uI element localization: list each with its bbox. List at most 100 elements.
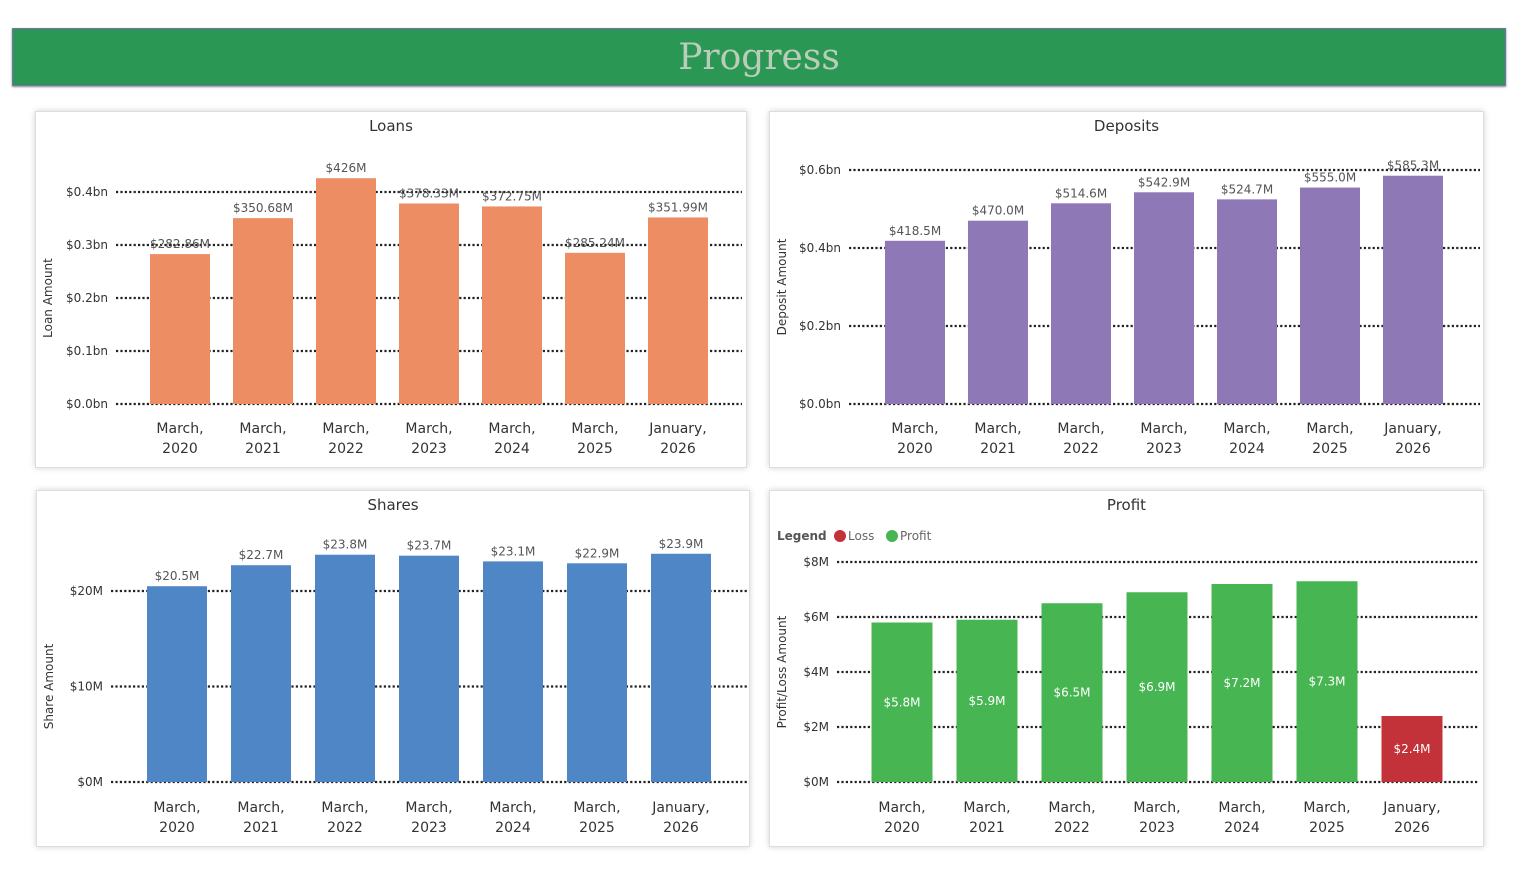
x-tick-label: March,: [1057, 421, 1104, 437]
bar: [968, 220, 1028, 404]
x-tick-label: 2024: [1229, 441, 1265, 457]
legend-item: Profit: [900, 529, 932, 543]
data-label: $524.7M: [1221, 182, 1273, 196]
x-tick-label: March,: [963, 800, 1010, 816]
bar: [1217, 199, 1277, 404]
x-tick-label: 2020: [884, 820, 920, 836]
y-tick-label: $0.4bn: [66, 185, 108, 199]
bar: [1134, 192, 1194, 404]
shares-chart-panel: Shares Share Amount $0M $10M $20M $20.5M March…: [36, 490, 750, 847]
bar: [315, 554, 375, 782]
x-tick-label: 2026: [1394, 820, 1430, 836]
x-tick-label: March,: [322, 421, 369, 437]
data-label: $23.8M: [323, 538, 368, 552]
data-label: $378.33M: [399, 186, 459, 200]
bar: [1300, 187, 1360, 404]
x-tick-label: 2021: [969, 820, 1005, 836]
x-tick-label: March,: [239, 421, 286, 437]
x-tick-label: 2025: [579, 820, 615, 836]
x-tick-label: March,: [1223, 421, 1270, 437]
legend-title: Legend: [777, 529, 827, 543]
page-title: Progress: [678, 36, 840, 78]
data-label: $282.86M: [150, 237, 210, 251]
y-tick-label: $4M: [803, 665, 829, 679]
x-tick-label: 2023: [411, 441, 447, 457]
x-tick-label: January,: [1382, 800, 1441, 816]
y-tick-label: $0.0bn: [799, 397, 841, 411]
x-tick-label: 2022: [328, 441, 364, 457]
chart-svg: Shares Share Amount $0M $10M $20M $20.5M March…: [42, 496, 747, 836]
x-tick-label: March,: [1306, 421, 1353, 437]
bar: [1381, 716, 1443, 782]
x-tick-label: 2020: [897, 441, 933, 457]
x-tick-label: 2022: [1063, 441, 1099, 457]
bar: [147, 586, 207, 782]
dashboard-header: Progress: [12, 28, 1506, 86]
x-tick-label: March,: [891, 421, 938, 437]
x-tick-label: 2021: [245, 441, 281, 457]
chart-title: Shares: [367, 496, 418, 514]
y-tick-label: $10M: [70, 680, 103, 694]
data-label: $514.6M: [1055, 186, 1107, 200]
x-tick-label: March,: [153, 800, 200, 816]
bar: [1296, 581, 1358, 782]
y-tick-label: $0.2bn: [66, 291, 108, 305]
y-tick-label: $0M: [803, 775, 829, 789]
profit-chart-panel: Profit Profit/Loss Amount $0M $2M $4M $6M $8M $…: [769, 490, 1484, 847]
bar: [233, 218, 293, 404]
x-tick-label: March,: [405, 421, 452, 437]
y-axis-title: Loan Amount: [41, 258, 55, 338]
bar: [871, 622, 933, 782]
bar: [399, 555, 459, 782]
data-label: $2.4M: [1393, 742, 1430, 756]
y-tick-label: $8M: [803, 555, 829, 569]
x-tick-label: March,: [1048, 800, 1095, 816]
x-tick-label: March,: [878, 800, 925, 816]
data-label: $470.0M: [972, 204, 1024, 218]
x-tick-label: 2026: [1395, 441, 1431, 457]
data-label: $22.9M: [575, 546, 620, 560]
legend-marker: [886, 530, 898, 542]
x-tick-label: March,: [1303, 800, 1350, 816]
bar: [399, 203, 459, 404]
chart-title: Loans: [369, 117, 413, 135]
bar: [483, 561, 543, 782]
data-label: $7.2M: [1223, 676, 1260, 690]
data-label: $285.24M: [565, 236, 625, 250]
data-label: $20.5M: [155, 569, 200, 583]
y-tick-label: $6M: [803, 610, 829, 624]
data-label: $23.7M: [407, 539, 452, 553]
x-tick-label: March,: [1218, 800, 1265, 816]
x-tick-label: 2023: [1146, 441, 1182, 457]
data-label: $585.3M: [1387, 159, 1439, 173]
y-tick-label: $20M: [70, 584, 103, 598]
data-label: $6.5M: [1053, 686, 1090, 700]
y-tick-label: $0.6bn: [799, 163, 841, 177]
x-tick-label: 2024: [1224, 820, 1260, 836]
legend-item: Loss: [848, 529, 874, 543]
x-tick-label: March,: [405, 800, 452, 816]
x-tick-label: 2021: [243, 820, 279, 836]
bar: [1126, 592, 1188, 782]
x-tick-label: 2026: [660, 441, 696, 457]
x-tick-label: 2023: [411, 820, 447, 836]
x-tick-label: March,: [573, 800, 620, 816]
x-tick-label: March,: [1133, 800, 1180, 816]
bar: [1051, 203, 1111, 404]
data-label: $542.9M: [1138, 175, 1190, 189]
x-tick-label: March,: [571, 421, 618, 437]
x-tick-label: March,: [489, 800, 536, 816]
chart-svg: Loans Loan Amount $0.0bn $0.1bn $0.2bn $0.3bn…: [41, 117, 742, 457]
data-label: $372.75M: [482, 189, 542, 203]
data-label: $418.5M: [889, 224, 941, 238]
legend-marker: [834, 530, 846, 542]
x-tick-label: 2020: [159, 820, 195, 836]
bar: [316, 178, 376, 404]
x-tick-label: March,: [488, 421, 535, 437]
bar: [648, 217, 708, 404]
chart-title: Profit: [1107, 496, 1146, 514]
x-tick-label: January,: [1383, 421, 1442, 437]
x-tick-label: March,: [1140, 421, 1187, 437]
bar: [1211, 584, 1273, 782]
y-tick-label: $0.0bn: [66, 397, 108, 411]
